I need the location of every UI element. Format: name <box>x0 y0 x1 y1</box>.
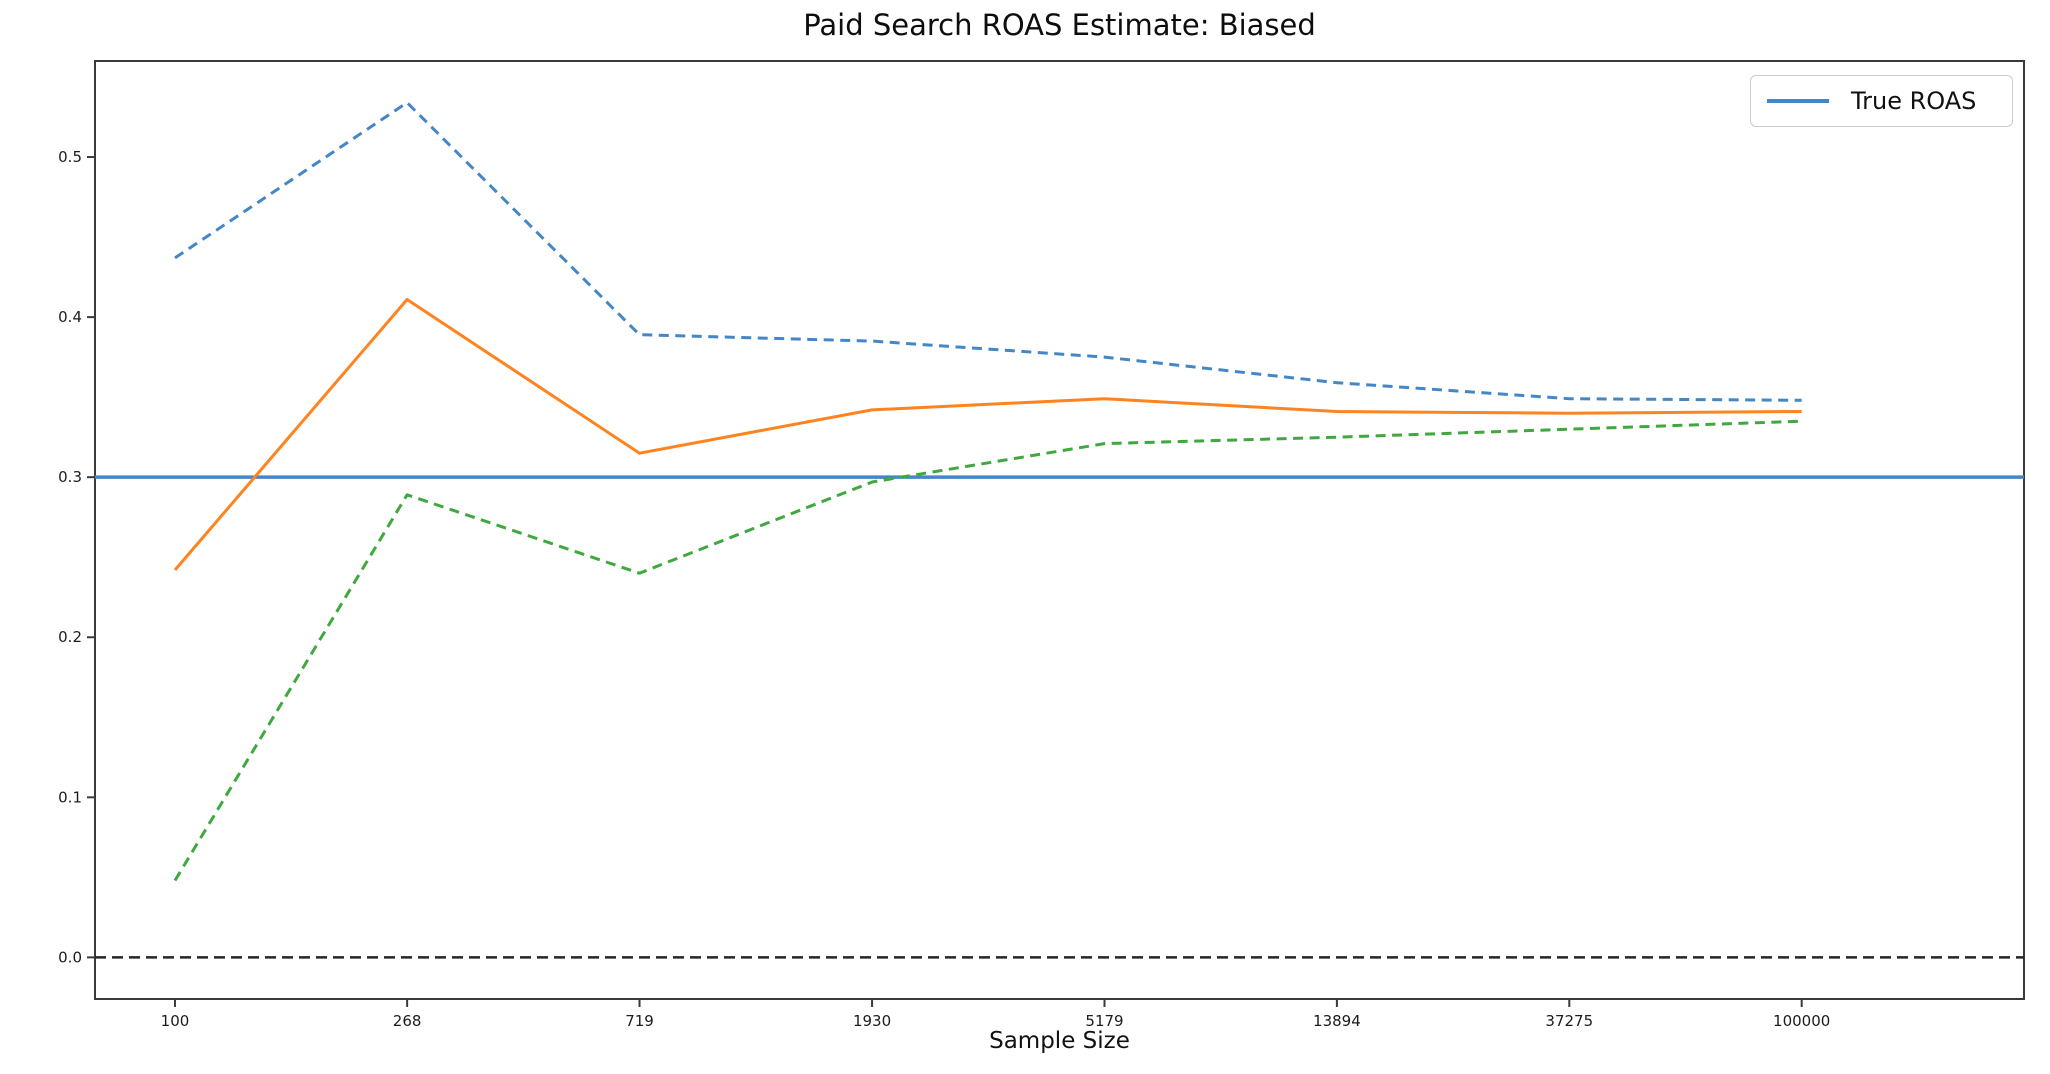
x-tick-label: 37275 <box>1545 1012 1593 1030</box>
upper-confidence-bound-series <box>174 101 1802 402</box>
x-axis-label: Sample Size <box>989 1028 1130 1054</box>
legend-label: True ROAS <box>1851 87 1977 115</box>
y-tick-label: 0.0 <box>58 948 82 966</box>
x-axis: 100 268 719 1930 5179 13894 37275 100000 <box>161 999 1830 1030</box>
y-tick-label: 0.4 <box>58 308 82 326</box>
x-tick-label: 13894 <box>1313 1012 1361 1030</box>
x-tick-label: 268 <box>393 1012 422 1030</box>
reference-lines <box>95 475 2024 959</box>
x-tick-label: 719 <box>625 1012 654 1030</box>
x-tick-label: 100 <box>161 1012 190 1030</box>
y-axis: 0.0 0.1 0.2 0.3 0.4 0.5 <box>58 148 95 966</box>
legend: True ROAS <box>1750 75 2013 127</box>
x-tick-label: 5179 <box>1085 1012 1123 1030</box>
y-tick-label: 0.1 <box>58 788 82 806</box>
y-tick-label: 0.2 <box>58 628 82 646</box>
y-tick-label: 0.5 <box>58 148 82 166</box>
legend-line-sample <box>1767 99 1829 103</box>
series-lines <box>173 101 1802 882</box>
chart-title: Paid Search ROAS Estimate: Biased <box>803 8 1316 42</box>
axes-frame <box>94 60 2025 1000</box>
y-tick-label: 0.3 <box>58 468 82 486</box>
x-tick-label: 100000 <box>1773 1012 1830 1030</box>
roas-estimate-series <box>173 298 1802 571</box>
lower-confidence-bound-series <box>173 419 1802 882</box>
x-tick-label: 1930 <box>853 1012 891 1030</box>
